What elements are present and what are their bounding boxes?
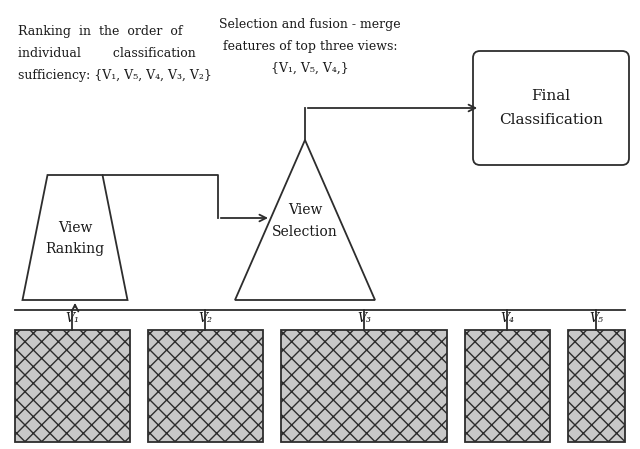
Text: Selection and fusion - merge: Selection and fusion - merge	[219, 18, 401, 31]
Polygon shape	[148, 330, 263, 442]
Text: Ranking  in  the  order  of: Ranking in the order of	[18, 25, 182, 38]
Polygon shape	[568, 330, 625, 442]
Text: View: View	[288, 203, 322, 217]
Text: Ranking: Ranking	[45, 242, 104, 256]
Text: V₂: V₂	[198, 312, 212, 325]
Text: View: View	[58, 220, 92, 234]
Text: individual        classification: individual classification	[18, 47, 196, 60]
Text: {V₁, V₅, V₄,}: {V₁, V₅, V₄,}	[271, 62, 349, 75]
Text: features of top three views:: features of top three views:	[223, 40, 397, 53]
Text: Selection: Selection	[272, 225, 338, 239]
Polygon shape	[15, 330, 130, 442]
Text: Classification: Classification	[499, 113, 603, 127]
Polygon shape	[281, 330, 447, 442]
Text: Final: Final	[531, 89, 571, 103]
Text: V₃: V₃	[357, 312, 371, 325]
Text: sufficiency: {V₁, V₅, V₄, V₃, V₂}: sufficiency: {V₁, V₅, V₄, V₃, V₂}	[18, 69, 212, 82]
Text: V₄: V₄	[500, 312, 514, 325]
Text: V₅: V₅	[589, 312, 603, 325]
Polygon shape	[465, 330, 550, 442]
Text: V₁: V₁	[65, 312, 79, 325]
